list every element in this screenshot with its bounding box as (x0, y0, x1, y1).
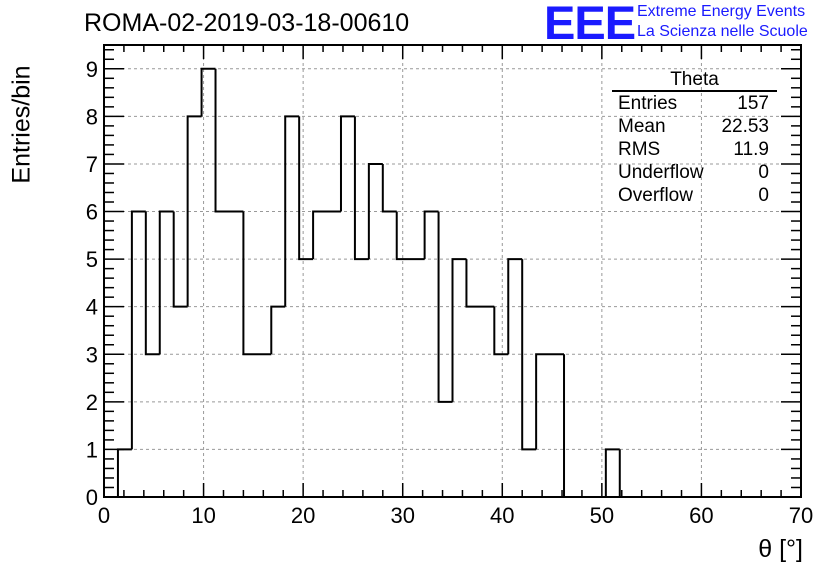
stats-row: RMS 11.9 (612, 138, 777, 161)
histogram-outline (116, 67, 621, 498)
stats-row: Mean 22.53 (612, 115, 777, 138)
stats-title: Theta (612, 70, 777, 92)
x-tick-label: 50 (590, 503, 614, 528)
x-tick-label: 20 (291, 503, 315, 528)
histogram-bin (257, 354, 271, 497)
x-tick-label: 10 (191, 503, 215, 528)
stats-row: Overflow 0 (612, 184, 777, 207)
histogram-bin (132, 212, 146, 497)
y-axis-label: Entries/bin (7, 65, 36, 184)
histogram-bin (453, 259, 467, 497)
histogram-bin (550, 354, 564, 497)
stats-label: Entries (618, 93, 678, 114)
stats-row: Underflow 0 (612, 161, 777, 184)
x-tick-label: 30 (390, 503, 414, 528)
stats-value: 157 (737, 93, 769, 114)
x-axis-label: θ [°] (758, 535, 803, 563)
stats-value: 22.53 (721, 116, 769, 137)
run-title: ROMA-02-2019-03-18-00610 (84, 9, 410, 37)
histogram-bin (202, 69, 216, 497)
histogram-bin (536, 354, 550, 497)
y-tick-label: 0 (86, 485, 98, 510)
histogram-bin (216, 212, 230, 497)
y-tick-label: 2 (86, 390, 98, 415)
histogram-bin (494, 354, 508, 497)
histogram-bin (397, 259, 411, 497)
histogram-bin (369, 164, 383, 497)
y-tick-label: 6 (86, 200, 98, 225)
histogram-bin (411, 259, 425, 497)
stats-label: Overflow (618, 185, 693, 206)
x-tick-label: 60 (689, 503, 713, 528)
stats-label: Mean (618, 116, 666, 137)
stats-value: 0 (758, 162, 769, 183)
histogram-bin (355, 259, 369, 497)
y-tick-label: 5 (86, 247, 98, 272)
stats-value: 11.9 (733, 139, 769, 160)
histogram-bin (299, 259, 313, 497)
axis-ticks (103, 45, 802, 498)
histogram-bin (522, 449, 536, 497)
logo-caption-line2: La Scienza nelle Scuole (637, 23, 808, 40)
y-tick-label: 9 (86, 57, 98, 82)
histogram-bin (606, 449, 620, 497)
y-tick-label: 1 (86, 437, 98, 462)
y-tick-label: 7 (86, 152, 98, 177)
x-tick-label: 70 (789, 503, 813, 528)
axis-tick-labels: 0 10 20 30 40 50 60 70 0 1 2 3 4 5 6 7 8 9 (86, 57, 813, 528)
logo-caption-line1: Extreme Energy Events (637, 3, 806, 20)
y-tick-label: 3 (86, 342, 98, 367)
eee-logo: EEE (544, 0, 636, 49)
stats-label: Underflow (618, 162, 704, 183)
histogram-bars (116, 67, 621, 498)
x-tick-label: 40 (490, 503, 514, 528)
stats-label: RMS (618, 139, 661, 160)
stats-value: 0 (758, 185, 769, 206)
y-tick-label: 4 (86, 295, 98, 320)
x-tick-label: 0 (98, 503, 110, 528)
histogram-bin (174, 307, 188, 497)
histogram-bin (243, 354, 257, 497)
logo-caption: Extreme Energy Events La Scienza nelle S… (637, 2, 808, 42)
y-tick-label: 8 (86, 104, 98, 129)
histogram-bin (146, 354, 160, 497)
histogram-bin (118, 449, 132, 497)
stats-row: Entries 157 (612, 92, 777, 115)
stats-box: Theta Entries 157 Mean 22.53 RMS 11.9 Under… (612, 70, 777, 207)
plot-frame (103, 44, 802, 498)
histogram-bin (508, 259, 522, 497)
